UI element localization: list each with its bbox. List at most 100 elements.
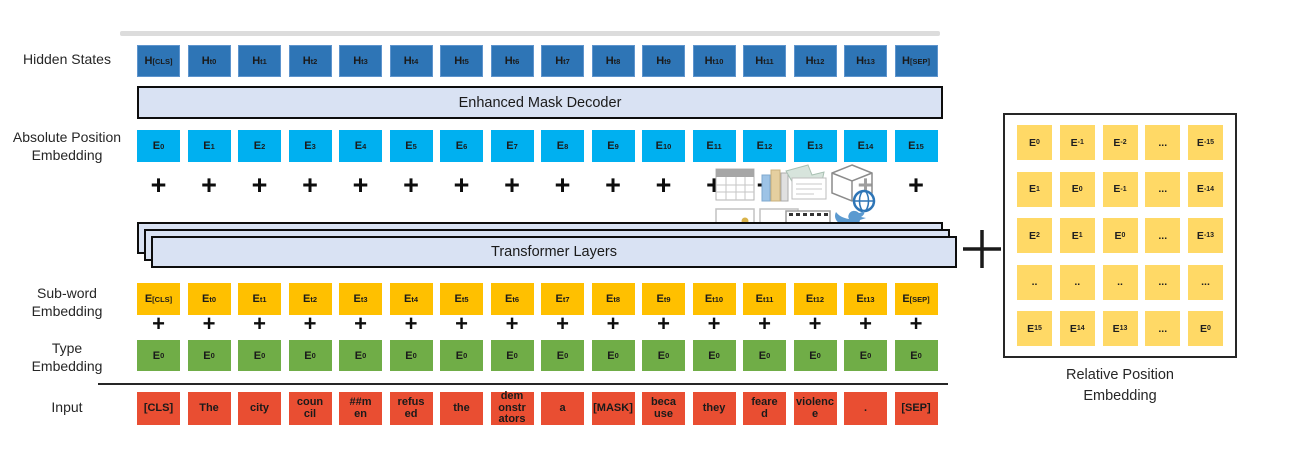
transformer-layers-label: Transformer Layers: [491, 244, 617, 260]
matrix-cell: ...: [1145, 125, 1181, 160]
big-plus-icon: [963, 230, 1001, 268]
matrix-cell: ...: [1145, 311, 1181, 346]
matrix-cell: ...: [1145, 171, 1181, 207]
plus-icon: +: [354, 311, 367, 336]
input-token-cell: The: [187, 392, 231, 425]
plus-icon: +: [758, 311, 771, 336]
note-icon: [785, 164, 827, 200]
input-label: Input: [51, 399, 83, 415]
matrix-cell: E -15: [1188, 125, 1223, 160]
type-label: Type Embedding: [31, 340, 103, 375]
matrix-cell: E 13: [1102, 311, 1138, 346]
matrix-cell: ..: [1017, 264, 1052, 300]
plus-row-type: + + + + + + + + + + + + + + + +: [137, 311, 938, 336]
matrix-cell: ...: [1188, 264, 1223, 300]
token-cell: E 14: [844, 130, 887, 162]
plus-icon: +: [403, 170, 419, 200]
relative-position-caption: Relative Position Embedding: [1066, 367, 1174, 405]
plus-icon: +: [303, 311, 317, 336]
plus-icon: +: [808, 311, 822, 336]
input-token-cell: [CLS]: [137, 392, 180, 425]
plus-icon: +: [152, 311, 165, 336]
input-token-cell: the: [440, 392, 483, 425]
plus-icon: +: [453, 170, 470, 200]
table-icon: [715, 168, 755, 201]
token-cell: E 11: [692, 130, 736, 162]
input-token-cell: [SEP]: [894, 392, 938, 425]
plus-icon: +: [504, 170, 520, 200]
plus-icon: +: [455, 311, 468, 336]
plus-icon: +: [909, 311, 923, 336]
plus-icon: +: [657, 311, 670, 336]
token-cell: E 12: [743, 130, 786, 162]
plus-icon: +: [655, 170, 672, 200]
input-token-cell: beca use: [642, 392, 685, 425]
token-cell: E [CLS]: [137, 283, 180, 315]
plus-icon: +: [554, 170, 571, 200]
matrix-row: E 2 E 1 E 0... E -13: [1017, 218, 1223, 253]
plus-icon: +: [150, 170, 167, 200]
input-token-cell: refus ed: [389, 392, 433, 425]
top-strip: [120, 31, 940, 36]
plus-icon: +: [859, 311, 872, 336]
matrix-cell: E 15: [1017, 311, 1052, 346]
plus-icon: +: [505, 311, 519, 336]
books-icon: [761, 169, 789, 202]
input-token-cell: .: [844, 392, 887, 425]
plus-icon: +: [201, 170, 217, 200]
plus-icon: +: [352, 170, 369, 200]
matrix-row: E 1 E 0 E -1... E -14: [1017, 171, 1223, 207]
input-token-cell: [MASK]: [591, 392, 635, 425]
token-cell: E [SEP]: [894, 283, 938, 315]
matrix-cell: ...: [1145, 218, 1181, 253]
input-token-cell: ##m en: [339, 392, 382, 425]
plus-icon: +: [606, 311, 620, 336]
matrix-row: E 15 E 14 E 13... E 0: [1017, 311, 1223, 346]
token-cell: H [CLS]: [137, 45, 180, 77]
matrix-cell: E -1: [1102, 171, 1138, 207]
plus-icon: +: [302, 170, 318, 200]
sub-word-label: Sub-word Embedding: [31, 285, 103, 320]
transformer-layer-front: Transformer Layers: [151, 236, 957, 268]
plus-icon: +: [556, 311, 569, 336]
